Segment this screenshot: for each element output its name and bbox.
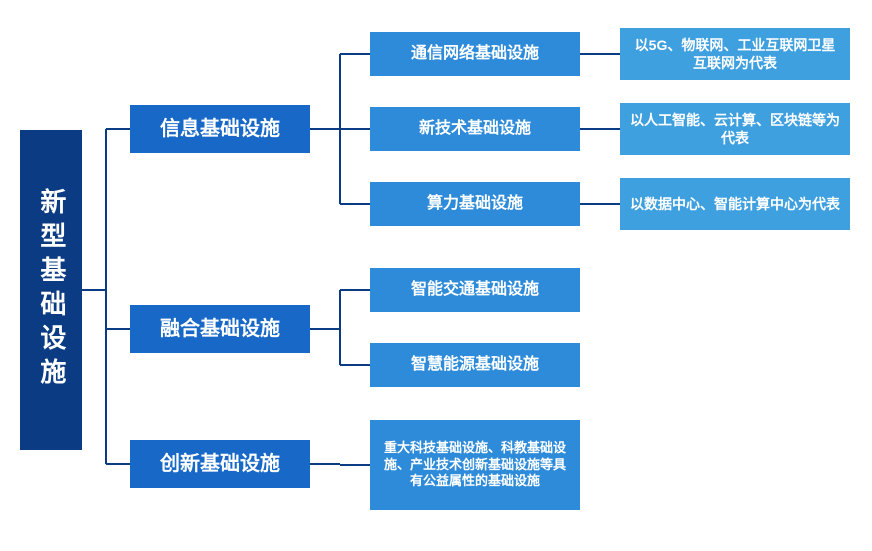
l1-innovation-node: 创新基础设施 (130, 440, 310, 488)
l1-fusion-node: 融合基础设施 (130, 305, 310, 353)
l2-smart-energy-node: 智慧能源基础设施 (370, 343, 580, 387)
l3-ai-node: 以人工智能、云计算、区块链等为代表 (620, 103, 850, 155)
l2-major-sci-node: 重大科技基础设施、科教基础设施、产业技术创新基础设施等具有公益属性的基础设施 (370, 420, 580, 510)
l3-datacenter-node: 以数据中心、智能计算中心为代表 (620, 178, 850, 230)
l2-new-tech-node: 新技术基础设施 (370, 107, 580, 151)
l2-smart-transport-node: 智能交通基础设施 (370, 268, 580, 312)
l1-info-node: 信息基础设施 (130, 105, 310, 153)
l3-5g-node: 以5G、物联网、工业互联网卫星互联网为代表 (620, 28, 850, 80)
l2-comm-network-node: 通信网络基础设施 (370, 32, 580, 76)
root-node: 新型基础设施 (20, 130, 82, 450)
l2-compute-node: 算力基础设施 (370, 182, 580, 226)
